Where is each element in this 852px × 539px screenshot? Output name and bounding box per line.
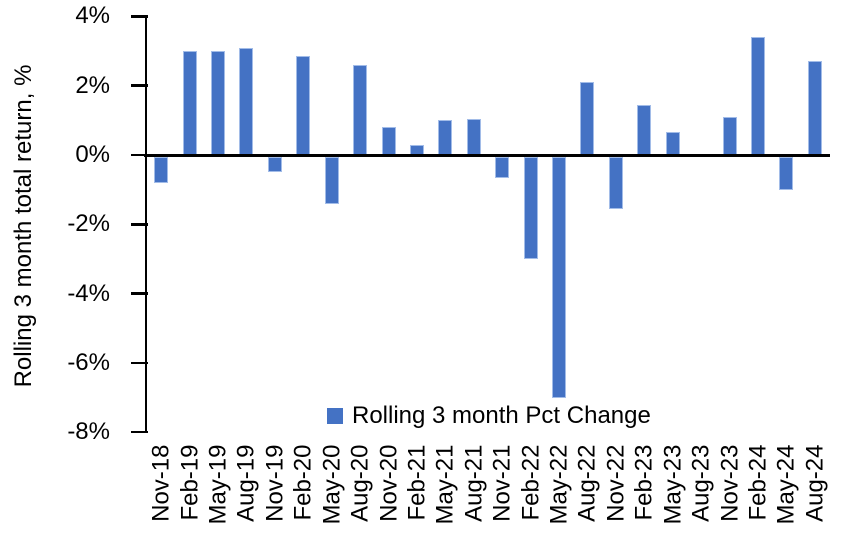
x-axis-label: Aug-24 xyxy=(801,444,829,522)
bar xyxy=(466,118,481,157)
bar xyxy=(552,156,567,398)
y-tick-mark xyxy=(131,223,148,226)
y-tick-mark xyxy=(131,15,148,18)
y-tick-mark xyxy=(131,84,148,87)
x-axis-label: Nov-20 xyxy=(375,444,403,522)
x-axis-label: Feb-20 xyxy=(289,444,317,521)
legend-marker-icon xyxy=(327,408,343,424)
y-tick-mark xyxy=(131,292,148,295)
y-tick-mark xyxy=(131,153,148,157)
bar xyxy=(296,56,311,157)
x-axis-label: May-21 xyxy=(431,444,459,525)
x-axis-label: Feb-23 xyxy=(630,444,658,521)
x-axis-label: Aug-19 xyxy=(232,444,260,522)
x-axis-label: Nov-18 xyxy=(147,444,175,522)
y-tick-label: 2% xyxy=(75,71,110,99)
x-axis-zero-line xyxy=(144,153,830,157)
bar xyxy=(750,37,765,157)
x-axis-label: Aug-23 xyxy=(687,444,715,522)
x-axis-label: Nov-19 xyxy=(261,444,289,522)
x-axis-label: Aug-20 xyxy=(346,444,374,522)
bar xyxy=(239,47,254,157)
x-axis-label: Feb-22 xyxy=(517,444,545,521)
bar xyxy=(779,156,794,190)
bar xyxy=(807,61,822,157)
y-tick-label: 0% xyxy=(75,141,110,168)
y-tick-mark xyxy=(131,361,148,365)
bar xyxy=(182,51,197,157)
x-axis-label: Feb-19 xyxy=(176,444,204,521)
x-axis-label: Aug-21 xyxy=(460,444,488,522)
bar xyxy=(324,156,339,204)
bar xyxy=(523,156,538,259)
y-tick-label: -2% xyxy=(67,210,110,238)
x-axis-label: Feb-24 xyxy=(744,444,772,521)
legend-label: Rolling 3 month Pct Change xyxy=(352,402,651,429)
y-axis-title: Rolling 3 month total return, % xyxy=(10,64,37,388)
y-tick-label: -4% xyxy=(67,279,110,307)
x-axis-label: May-22 xyxy=(545,444,573,525)
bar xyxy=(637,104,652,157)
y-axis-line xyxy=(144,15,147,432)
y-tick-label: -8% xyxy=(67,418,110,446)
bar xyxy=(722,116,737,157)
bar xyxy=(353,64,368,157)
x-axis-label: Nov-21 xyxy=(488,444,516,522)
bar xyxy=(438,120,453,157)
y-tick-mark xyxy=(131,430,148,434)
bar xyxy=(580,82,595,157)
x-axis-label: Feb-21 xyxy=(403,444,431,521)
x-axis-label: May-20 xyxy=(318,444,346,525)
y-tick-label: -6% xyxy=(67,348,110,376)
x-axis-label: May-23 xyxy=(659,444,687,525)
legend: Rolling 3 month Pct Change xyxy=(327,403,651,429)
bar xyxy=(211,51,226,157)
x-axis-label: Nov-22 xyxy=(602,444,630,522)
x-axis-label: May-24 xyxy=(772,444,800,525)
x-axis-label: Aug-22 xyxy=(573,444,601,522)
x-axis-label: May-19 xyxy=(204,444,232,525)
bar xyxy=(608,156,623,209)
bar xyxy=(495,156,510,178)
x-axis-label: Nov-23 xyxy=(716,444,744,522)
bar xyxy=(154,156,169,183)
bar xyxy=(267,156,282,173)
y-tick-label: 4% xyxy=(75,2,110,30)
